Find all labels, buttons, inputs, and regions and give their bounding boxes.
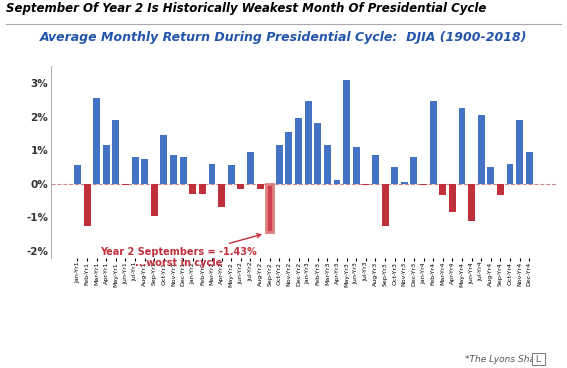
Bar (247, 152, 254, 184)
Bar (430, 102, 437, 184)
Bar (103, 145, 110, 184)
Bar (276, 145, 283, 184)
Bar (439, 184, 446, 195)
Bar (314, 123, 321, 184)
Bar (189, 184, 196, 194)
Bar (343, 79, 350, 184)
Bar (238, 184, 244, 189)
Bar (506, 164, 514, 184)
Bar (180, 157, 187, 184)
Bar (449, 184, 456, 212)
Bar (170, 155, 177, 184)
Bar (391, 167, 398, 184)
Bar (516, 120, 523, 184)
Bar (257, 184, 264, 189)
Bar (93, 98, 100, 184)
Text: Average Monthly Return During Presidential Cycle:  DJIA (1900-2018): Average Monthly Return During Presidenti… (40, 31, 527, 44)
Text: September Of Year 2 Is Historically Weakest Month Of Presidential Cycle: September Of Year 2 Is Historically Weak… (6, 2, 486, 15)
Bar (468, 184, 475, 221)
Bar (228, 165, 235, 184)
Text: *The Lyons Share: *The Lyons Share (465, 355, 544, 364)
Bar (324, 145, 331, 184)
Bar (295, 118, 302, 184)
Text: L: L (533, 355, 544, 364)
Bar (411, 157, 417, 184)
Bar (199, 184, 206, 194)
Bar (497, 184, 504, 195)
Bar (488, 167, 494, 184)
Bar (304, 102, 312, 184)
Bar (74, 165, 81, 184)
Bar (478, 115, 485, 184)
Bar (151, 184, 158, 216)
Bar (333, 180, 340, 184)
Text: Year 2 Septembers = -1.43%
...worst in cycle: Year 2 Septembers = -1.43% ...worst in c… (100, 234, 261, 269)
Bar (132, 157, 138, 184)
Bar (526, 152, 533, 184)
Bar (160, 135, 167, 184)
Bar (83, 184, 91, 226)
Bar (141, 159, 148, 184)
Bar (401, 182, 408, 184)
Bar (112, 120, 119, 184)
Bar (285, 132, 293, 184)
Bar (122, 184, 129, 185)
Bar (209, 164, 215, 184)
Bar (362, 184, 369, 185)
Bar (218, 184, 225, 207)
Bar (353, 147, 359, 184)
Bar (266, 184, 273, 232)
Bar (459, 108, 466, 184)
Bar (420, 184, 427, 185)
Bar (372, 155, 379, 184)
Bar (382, 184, 388, 226)
